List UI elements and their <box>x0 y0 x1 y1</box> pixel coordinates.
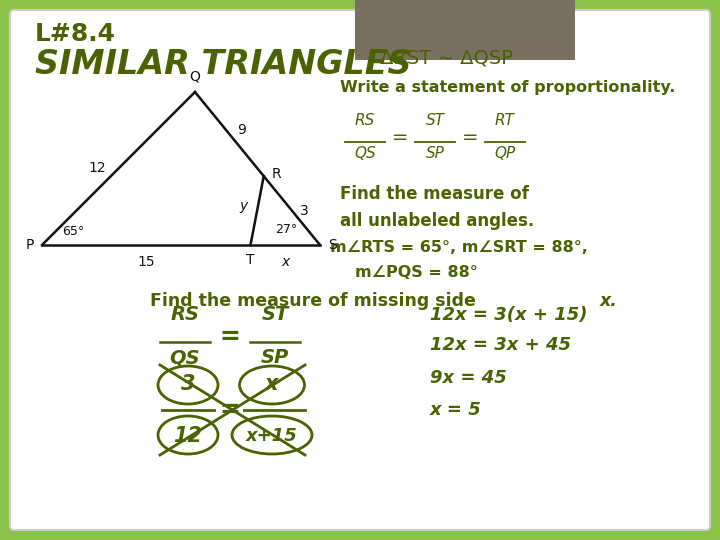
Text: SP: SP <box>261 348 289 367</box>
Text: x: x <box>265 374 279 394</box>
Text: x+15: x+15 <box>246 427 298 445</box>
Text: QP: QP <box>495 146 516 161</box>
Text: Find the measure of missing side: Find the measure of missing side <box>150 292 482 310</box>
Text: 9x = 45: 9x = 45 <box>430 369 507 387</box>
Text: ST: ST <box>261 305 289 324</box>
Text: =: = <box>462 127 478 146</box>
Text: 12: 12 <box>89 161 107 176</box>
Text: x.: x. <box>600 292 618 310</box>
Text: SP: SP <box>426 146 444 161</box>
Text: Q: Q <box>189 70 200 84</box>
Text: x = 5: x = 5 <box>430 401 482 419</box>
Text: m∠RTS = 65°, m∠SRT = 88°,: m∠RTS = 65°, m∠SRT = 88°, <box>330 240 588 255</box>
Text: 12: 12 <box>174 426 202 446</box>
FancyBboxPatch shape <box>10 10 710 530</box>
Text: all unlabeled angles.: all unlabeled angles. <box>340 212 534 230</box>
Text: Write a statement of proportionality.: Write a statement of proportionality. <box>340 80 675 95</box>
Text: 12x = 3x + 45: 12x = 3x + 45 <box>430 336 571 354</box>
Text: 27°: 27° <box>275 223 297 236</box>
Text: RS: RS <box>171 305 199 324</box>
Text: SIMILAR TRIANGLES: SIMILAR TRIANGLES <box>35 48 412 81</box>
Text: RS: RS <box>355 113 375 128</box>
Text: T: T <box>246 253 255 267</box>
Text: 12x = 3(x + 15): 12x = 3(x + 15) <box>430 306 588 324</box>
Text: RT: RT <box>495 113 515 128</box>
Text: L#8.4: L#8.4 <box>35 22 116 46</box>
Text: x: x <box>281 255 289 269</box>
Text: P: P <box>26 238 34 252</box>
Text: ST: ST <box>426 113 444 128</box>
Text: R: R <box>271 167 282 181</box>
Text: y: y <box>239 199 247 213</box>
Text: =: = <box>220 325 240 349</box>
Text: Find the measure of: Find the measure of <box>340 185 529 203</box>
Text: =: = <box>392 127 408 146</box>
Text: QS: QS <box>170 348 200 367</box>
Text: QS: QS <box>354 146 376 161</box>
Text: 9: 9 <box>238 123 246 137</box>
Text: 15: 15 <box>138 255 155 269</box>
FancyBboxPatch shape <box>355 0 575 60</box>
Text: 3: 3 <box>300 204 309 218</box>
Text: =: = <box>220 398 240 422</box>
Text: 65°: 65° <box>62 225 84 238</box>
Text: ΔRST ∼ ΔQSP: ΔRST ∼ ΔQSP <box>380 48 513 67</box>
Text: 3: 3 <box>181 374 195 394</box>
Text: m∠PQS = 88°: m∠PQS = 88° <box>355 265 478 280</box>
Text: S: S <box>328 238 337 252</box>
